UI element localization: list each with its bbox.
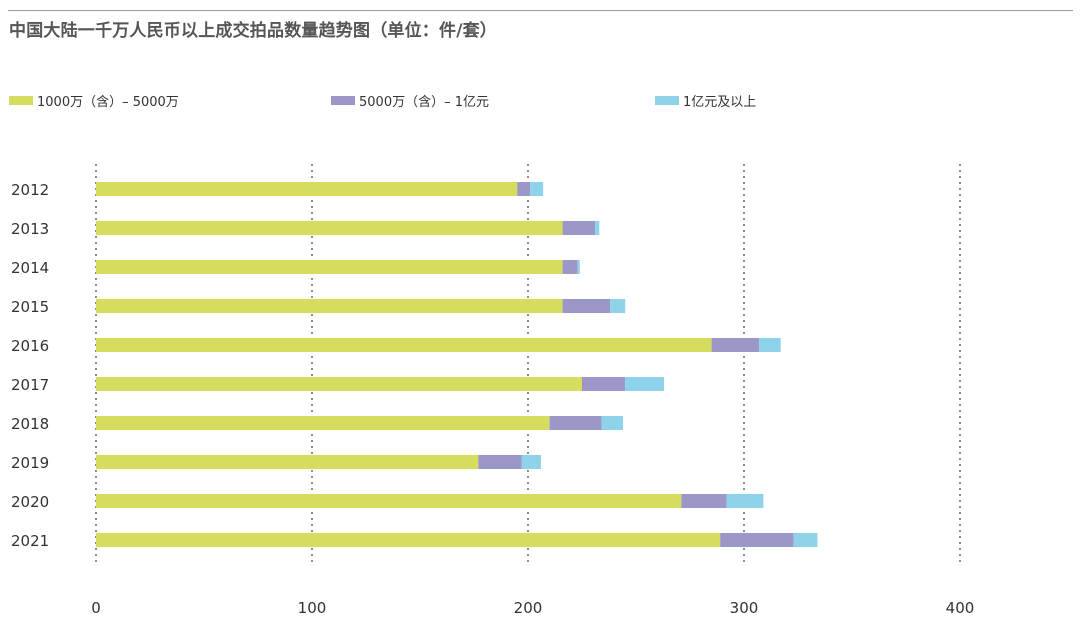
bar-segment xyxy=(96,416,550,430)
bar-segment xyxy=(96,494,682,508)
x-tick-label: 0 xyxy=(91,599,101,617)
legend-label-tier2: 5000万（含）– 1亿元 xyxy=(359,94,489,110)
bar-segment xyxy=(562,299,611,313)
y-tick-label: 2017 xyxy=(11,376,49,394)
bar-segment xyxy=(530,182,544,196)
y-tick-label: 2014 xyxy=(11,259,49,277)
y-tick-label: 2019 xyxy=(11,454,49,472)
legend: 1000万（含）– 5000万 5000万（含）– 1亿元 1亿元及以上 xyxy=(0,90,1080,110)
legend-swatch-tier1 xyxy=(9,95,33,105)
x-tick-label: 200 xyxy=(514,599,543,617)
bar-segment xyxy=(625,377,665,391)
bar-segment xyxy=(96,182,518,196)
bar-segment xyxy=(577,260,580,274)
bar-segment xyxy=(549,416,602,430)
bar-segment xyxy=(711,338,760,352)
bar-segment xyxy=(96,533,721,547)
bar-segment xyxy=(601,416,624,430)
bar-segment xyxy=(726,494,764,508)
bar-segment xyxy=(562,221,595,235)
y-tick-label: 2021 xyxy=(11,532,49,550)
bar-segment xyxy=(96,377,582,391)
bar-segment xyxy=(759,338,781,352)
y-tick-label: 2018 xyxy=(11,415,49,433)
bar-segment xyxy=(793,533,818,547)
x-tick-label: 100 xyxy=(298,599,327,617)
legend-item-tier2: 5000万（含）– 1亿元 xyxy=(331,90,489,110)
legend-item-tier1: 1000万（含）– 5000万 xyxy=(9,90,179,110)
chart-title: 中国大陆一千万人民币以上成交拍品数量趋势图（单位：件/套） xyxy=(9,21,498,41)
bar-segment xyxy=(594,221,600,235)
bar-segment xyxy=(610,299,626,313)
y-tick-label: 2015 xyxy=(11,298,49,316)
legend-swatch-tier2 xyxy=(331,95,355,105)
bar-segment xyxy=(96,299,563,313)
legend-swatch-tier3 xyxy=(655,95,679,105)
legend-label-tier1: 1000万（含）– 5000万 xyxy=(37,94,179,110)
top-divider xyxy=(8,10,1073,11)
y-tick-label: 2016 xyxy=(11,337,49,355)
legend-label-tier3: 1亿元及以上 xyxy=(683,94,757,110)
bar-segment xyxy=(562,260,578,274)
x-tick-label: 400 xyxy=(946,599,975,617)
bar-segment xyxy=(720,533,794,547)
legend-item-tier3: 1亿元及以上 xyxy=(655,90,756,110)
bar-segment xyxy=(96,221,563,235)
x-tick-label: 300 xyxy=(730,599,759,617)
bar-segment xyxy=(521,455,541,469)
bar-segment xyxy=(478,455,522,469)
bar-segment xyxy=(96,260,563,274)
y-tick-label: 2020 xyxy=(11,493,49,511)
bar-segment xyxy=(96,338,712,352)
bar-segment xyxy=(517,182,531,196)
bar-segment xyxy=(582,377,626,391)
bar-segment xyxy=(96,455,479,469)
bar-segment xyxy=(681,494,727,508)
y-tick-label: 2012 xyxy=(11,181,49,199)
y-tick-label: 2013 xyxy=(11,220,49,238)
